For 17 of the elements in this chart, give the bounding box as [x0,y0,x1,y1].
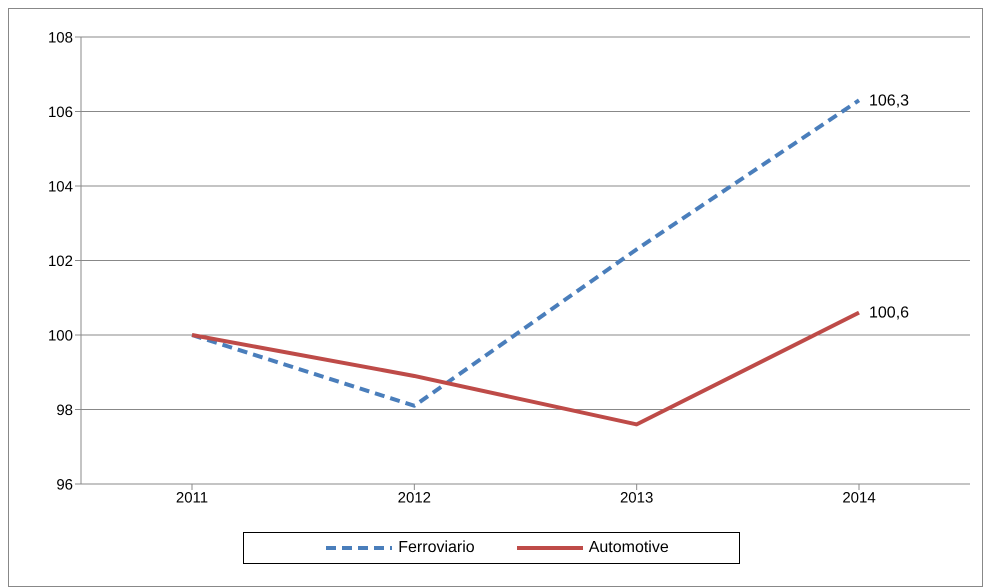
x-tick-label: 2014 [842,490,876,507]
y-tick-label: 104 [48,178,73,196]
x-tick-label: 2011 [176,490,208,507]
legend-label: Automotive [588,539,669,557]
y-tick-label: 108 [48,29,73,46]
y-tick-label: 96 [56,476,73,494]
y-tick-label: 102 [48,252,73,270]
y-tick-label: 100 [48,327,73,344]
data-label: 106,3 [869,92,910,110]
x-tick-label: 2012 [398,490,432,507]
line-series [190,98,861,408]
y-tick-label: 106 [48,104,73,121]
data-label: 100,6 [869,304,910,322]
y-tick-label: 98 [56,402,73,419]
legend-label: Ferroviario [398,539,475,557]
line-series [190,310,861,426]
x-tick-label: 2013 [620,490,654,507]
